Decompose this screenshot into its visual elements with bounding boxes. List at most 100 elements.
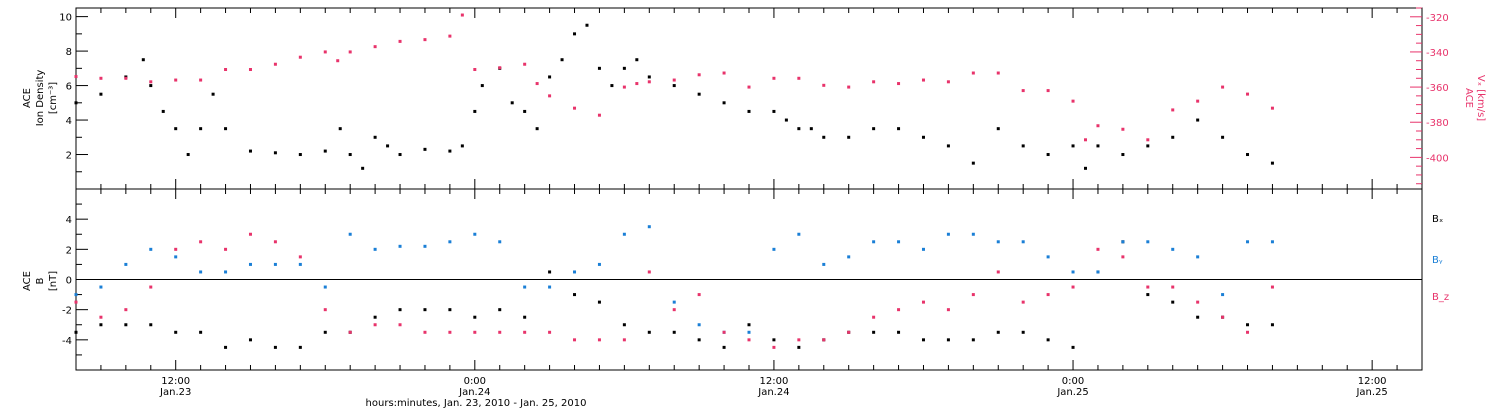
data-point <box>298 255 302 259</box>
y-tick-label: 8 <box>66 47 72 58</box>
data-point <box>597 113 601 117</box>
data-point <box>1196 118 1200 122</box>
data-point <box>610 84 614 88</box>
data-point <box>498 240 502 244</box>
x-tick-label-time: 12:00 <box>1358 376 1387 387</box>
data-point <box>585 23 589 27</box>
data-point <box>473 232 477 236</box>
data-point <box>996 330 1000 334</box>
data-point <box>772 247 776 251</box>
data-point <box>722 71 726 75</box>
x-tick-label-date: Jan.25 <box>1355 387 1387 398</box>
data-point <box>822 83 826 87</box>
data-point <box>921 247 925 251</box>
data-point <box>323 50 327 54</box>
data-point <box>248 149 252 153</box>
data-point <box>996 127 1000 131</box>
data-point <box>224 127 228 131</box>
data-point <box>1146 144 1150 148</box>
data-point <box>1221 135 1225 139</box>
data-point <box>1270 285 1274 289</box>
data-point <box>199 330 203 334</box>
data-point <box>1171 247 1175 251</box>
data-point <box>897 308 901 312</box>
data-point <box>248 68 252 72</box>
data-point <box>1246 92 1250 96</box>
b-axis-label-ace: ACE <box>22 271 33 291</box>
velocity-axis-label-ace: ACE <box>1463 88 1474 108</box>
data-point <box>535 127 539 131</box>
data-point <box>348 330 352 334</box>
data-point <box>622 323 626 327</box>
data-point <box>298 153 302 157</box>
data-point <box>248 262 252 266</box>
data-point <box>149 323 153 327</box>
y-tick-label: -2 <box>62 306 72 317</box>
data-point <box>722 101 726 105</box>
data-point <box>1084 138 1087 142</box>
y-tick-label: 2 <box>66 245 72 256</box>
x-tick-label-date: Jan.23 <box>159 387 191 398</box>
velocity-axis: -400 -380 -360 -340 -320 <box>1410 7 1449 185</box>
data-point <box>971 161 975 165</box>
data-point <box>298 345 302 349</box>
x-tick-label-time: 0:00 <box>464 376 486 387</box>
data-point <box>510 101 514 105</box>
data-point <box>535 82 539 86</box>
data-point <box>573 338 577 342</box>
data-point <box>224 270 228 274</box>
data-point <box>697 293 701 297</box>
data-point <box>373 315 377 319</box>
data-point <box>946 232 950 236</box>
data-point <box>872 127 876 131</box>
data-point <box>747 338 751 342</box>
data-point <box>523 315 527 319</box>
data-point <box>573 32 577 36</box>
data-point <box>1071 99 1075 103</box>
data-point <box>635 82 639 86</box>
data-point <box>697 323 701 327</box>
data-point <box>1246 330 1250 334</box>
data-point <box>1246 323 1250 327</box>
data-point <box>672 84 676 88</box>
data-point <box>847 85 851 89</box>
data-point <box>273 345 277 349</box>
data-point <box>248 232 252 236</box>
data-point <box>548 285 552 289</box>
data-point <box>448 240 452 244</box>
data-point <box>149 84 153 88</box>
data-point <box>199 78 203 82</box>
data-point <box>1121 127 1125 131</box>
data-point <box>473 68 477 72</box>
data-point <box>1146 285 1150 289</box>
data-point <box>1270 240 1274 244</box>
data-point <box>971 232 975 236</box>
y-tick-label: -4 <box>62 336 72 347</box>
data-point <box>273 262 277 266</box>
data-point <box>946 144 950 148</box>
data-point <box>996 270 1000 274</box>
data-point <box>149 247 153 251</box>
data-point <box>373 135 377 139</box>
data-point <box>921 300 925 304</box>
y-tick-label: 4 <box>66 116 72 127</box>
data-point <box>597 66 601 70</box>
data-point <box>1046 255 1050 259</box>
data-point <box>971 338 975 342</box>
data-point <box>398 39 402 43</box>
legend-bx: Bₓ <box>1432 214 1443 225</box>
data-point <box>622 232 626 236</box>
data-point <box>423 308 427 312</box>
x-axis-title: hours:minutes, Jan. 23, 2010 - Jan. 25, … <box>366 398 587 409</box>
data-point <box>99 76 103 80</box>
data-point <box>448 330 452 334</box>
data-point <box>1221 293 1225 297</box>
data-point <box>1096 144 1100 148</box>
y-tick-label: -340 <box>1426 48 1449 59</box>
data-point <box>747 109 751 113</box>
data-point <box>1071 285 1075 289</box>
data-point <box>523 109 527 113</box>
data-point <box>174 247 178 251</box>
data-point <box>423 147 427 151</box>
